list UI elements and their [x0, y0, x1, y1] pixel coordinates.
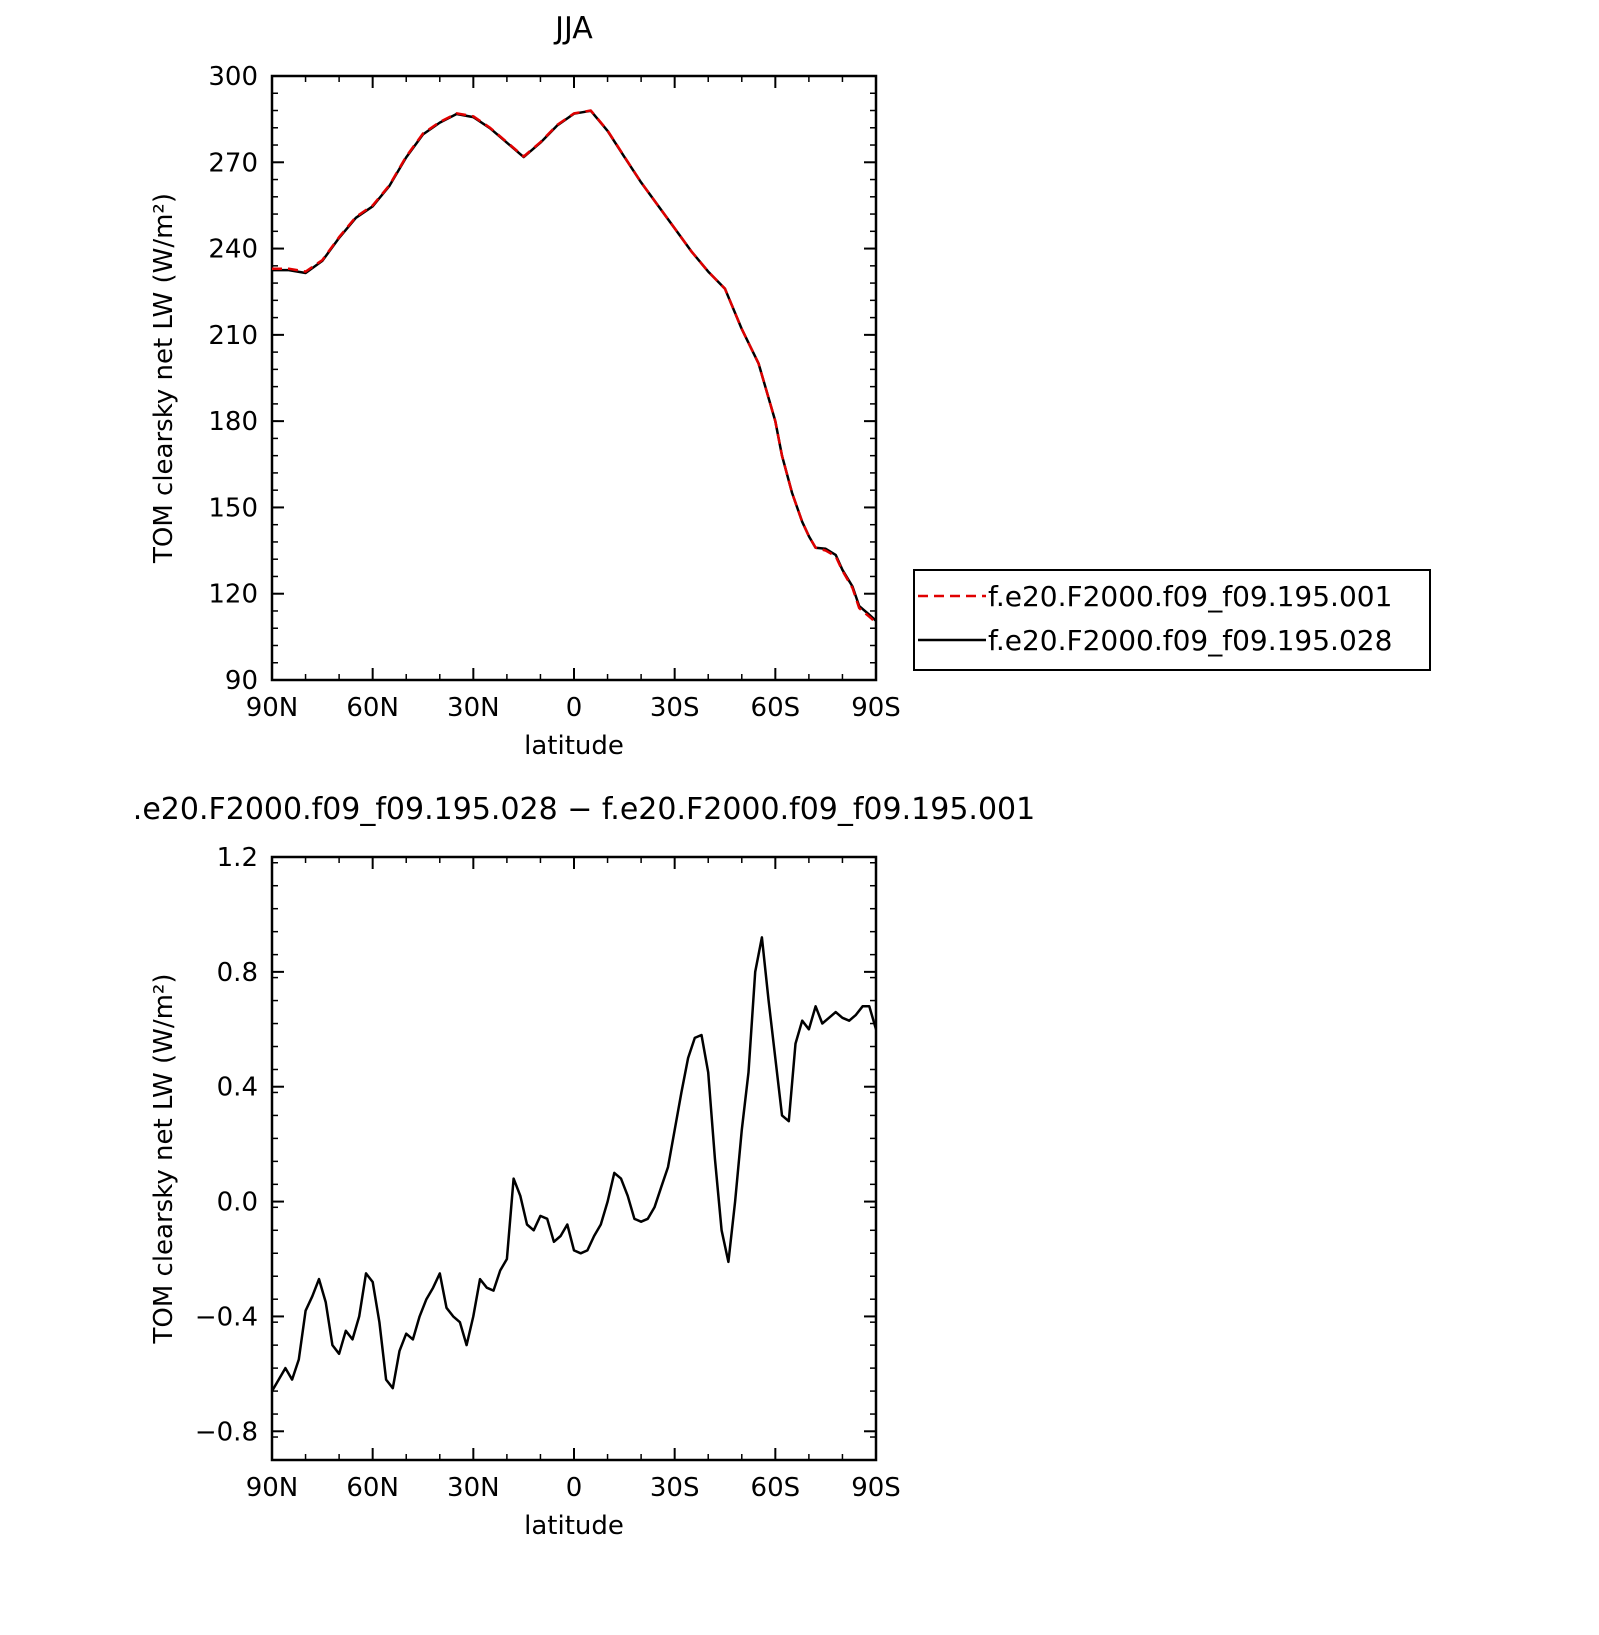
bottom-y-axis-title: TOM clearsky net LW (W/m²)	[149, 973, 179, 1344]
legend-label-028: f.e20.F2000.f09_f09.195.028	[988, 624, 1392, 657]
bottom-y-tick-label: −0.8	[195, 1417, 258, 1447]
top-y-tick-label: 300	[208, 62, 258, 92]
bottom-x-tick-label: 90S	[851, 1473, 901, 1503]
top-series-line-0	[272, 109, 876, 624]
bottom-panel: .e20.F2000.f09_f09.195.028 − f.e20.F2000…	[133, 792, 1035, 1541]
bottom-plot-title: .e20.F2000.f09_f09.195.028 − f.e20.F2000…	[133, 792, 1035, 827]
top-x-tick-label: 90S	[851, 693, 901, 723]
top-x-tick-label: 0	[566, 693, 583, 723]
top-series-line-1	[272, 109, 876, 622]
top-y-tick-label: 120	[208, 580, 258, 610]
bottom-x-tick-label: 60S	[751, 1473, 801, 1503]
top-y-tick-label: 270	[208, 148, 258, 178]
top-panel: JJA 90N 60N 30N 0 30S 60S 90S 90 120 150 180 210 240…	[149, 11, 901, 761]
top-y-tick-label: 90	[225, 666, 258, 696]
bottom-y-tick-label: 0.0	[217, 1188, 258, 1218]
bottom-series-line-0	[272, 936, 876, 1392]
bottom-x-tick-label: 60N	[346, 1473, 399, 1503]
top-x-tick-label: 30S	[650, 693, 700, 723]
top-x-tick-label: 90N	[246, 693, 299, 723]
top-x-axis-title: latitude	[524, 731, 624, 761]
bottom-y-tick-label: −0.4	[195, 1302, 258, 1332]
top-plot-title: JJA	[553, 11, 593, 46]
bottom-plot-frame	[270, 855, 878, 1462]
top-y-tick-label: 150	[208, 493, 258, 523]
bottom-y-tick-label: 1.2	[217, 843, 258, 873]
bottom-x-axis-title: latitude	[524, 1511, 624, 1541]
bottom-y-tick-label: 0.8	[217, 958, 258, 988]
bottom-y-tick-label: 0.4	[217, 1073, 258, 1103]
bottom-x-tick-label: 30S	[650, 1473, 700, 1503]
top-y-tick-label: 240	[208, 235, 258, 265]
bottom-x-tick-label: 30N	[447, 1473, 500, 1503]
top-y-tick-label: 180	[208, 407, 258, 437]
legend-label-001: f.e20.F2000.f09_f09.195.001	[988, 580, 1392, 613]
top-y-axis-title: TOM clearsky net LW (W/m²)	[149, 193, 179, 564]
bottom-x-tick-label: 0	[566, 1473, 583, 1503]
legend-box	[913, 569, 1431, 671]
top-plot-frame	[270, 74, 878, 682]
bottom-x-tick-label: 90N	[246, 1473, 299, 1503]
top-x-tick-label: 60N	[346, 693, 399, 723]
legend: f.e20.F2000.f09_f09.195.001 f.e20.F2000.…	[913, 569, 1431, 671]
top-x-tick-label: 30N	[447, 693, 500, 723]
top-x-tick-label: 60S	[751, 693, 801, 723]
top-y-tick-label: 210	[208, 321, 258, 351]
